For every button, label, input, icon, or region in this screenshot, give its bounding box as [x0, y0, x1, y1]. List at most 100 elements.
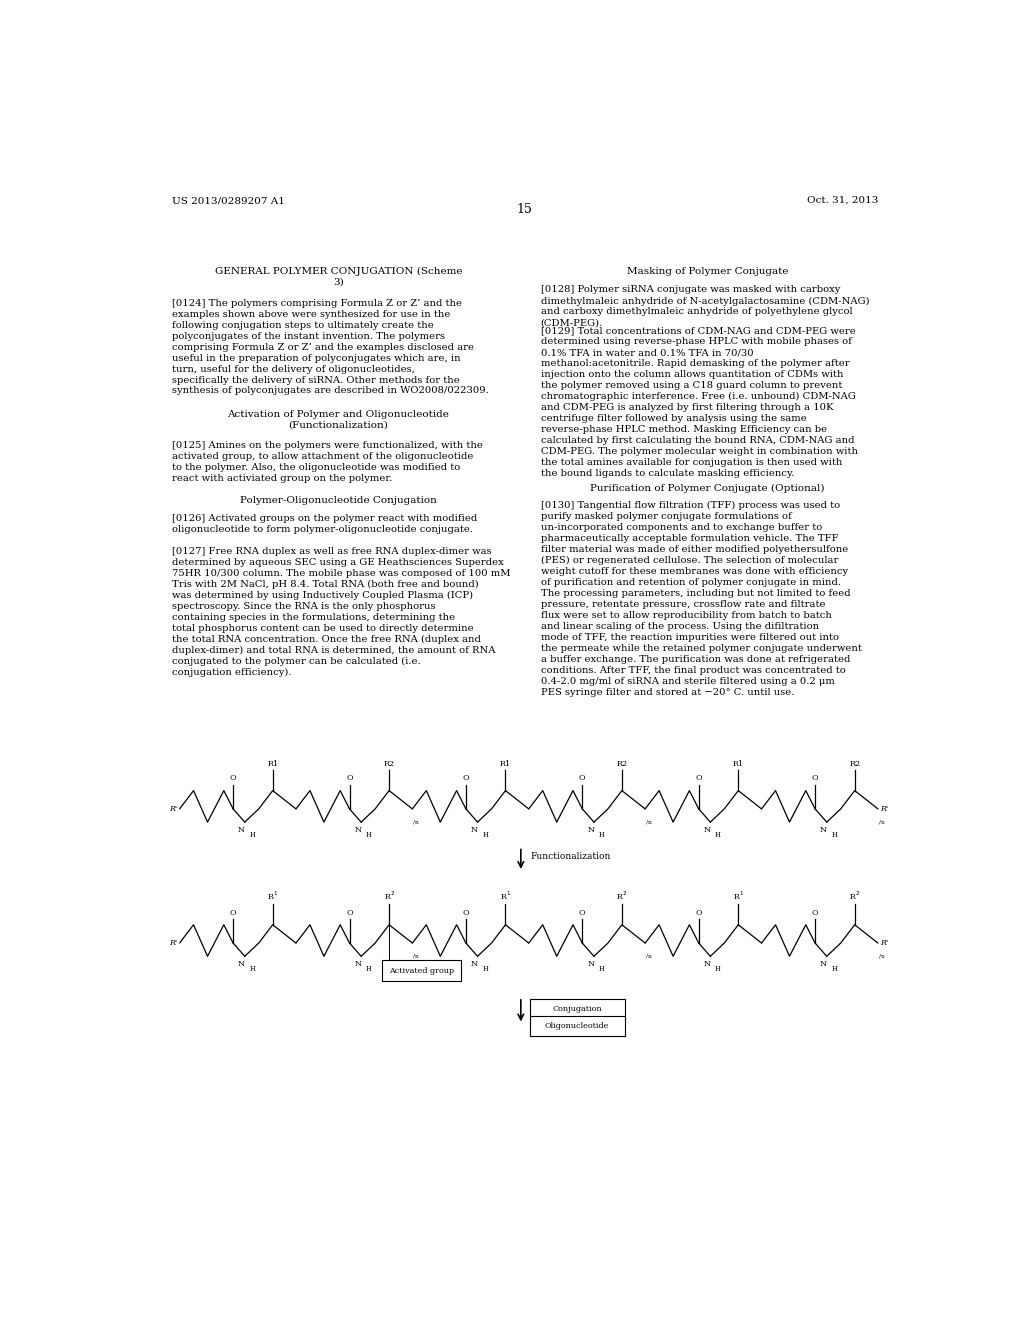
Text: R': R': [881, 805, 889, 813]
Text: R2: R2: [849, 760, 860, 768]
FancyBboxPatch shape: [382, 961, 461, 981]
Text: un-incorporated components and to exchange buffer to: un-incorporated components and to exchan…: [541, 523, 822, 532]
Text: N: N: [703, 826, 711, 834]
Text: N: N: [820, 826, 827, 834]
Text: and CDM-PEG is analyzed by first filtering through a 10K: and CDM-PEG is analyzed by first filteri…: [541, 403, 834, 412]
Text: centrifuge filter followed by analysis using the same: centrifuge filter followed by analysis u…: [541, 414, 807, 422]
Text: react with activiated group on the polymer.: react with activiated group on the polym…: [172, 474, 392, 483]
Text: O: O: [695, 775, 702, 783]
Text: O: O: [229, 908, 237, 916]
Text: (PES) or regenerated cellulose. The selection of molecular: (PES) or regenerated cellulose. The sele…: [541, 556, 838, 565]
Text: GENERAL POLYMER CONJUGATION (Scheme
3): GENERAL POLYMER CONJUGATION (Scheme 3): [215, 267, 462, 286]
Text: flux were set to allow reproducibility from batch to batch: flux were set to allow reproducibility f…: [541, 611, 831, 619]
Text: 75HR 10/300 column. The mobile phase was composed of 100 mM: 75HR 10/300 column. The mobile phase was…: [172, 569, 510, 578]
Text: R1: R1: [733, 760, 743, 768]
Text: and linear scaling of the process. Using the difiltration: and linear scaling of the process. Using…: [541, 622, 819, 631]
Text: of purification and retention of polymer conjugate in mind.: of purification and retention of polymer…: [541, 578, 841, 587]
Text: H: H: [366, 965, 372, 973]
Text: filter material was made of either modified polyethersulfone: filter material was made of either modif…: [541, 545, 848, 554]
Text: [0130] Tangential flow filtration (TFF) process was used to: [0130] Tangential flow filtration (TFF) …: [541, 500, 840, 510]
Text: Activated group: Activated group: [389, 966, 455, 974]
Text: turn, useful for the delivery of oligonucleotides,: turn, useful for the delivery of oligonu…: [172, 364, 415, 374]
Text: H: H: [599, 965, 604, 973]
Text: Masking of Polymer Conjugate: Masking of Polymer Conjugate: [627, 267, 788, 276]
Text: containing species in the formulations, determining the: containing species in the formulations, …: [172, 612, 455, 622]
Text: conjugated to the polymer can be calculated (i.e.: conjugated to the polymer can be calcula…: [172, 656, 420, 665]
Text: purify masked polymer conjugate formulations of: purify masked polymer conjugate formulat…: [541, 512, 792, 521]
Text: useful in the preparation of polyconjugates which are, in: useful in the preparation of polyconjuga…: [172, 354, 460, 363]
Text: H: H: [482, 965, 488, 973]
Text: pharmaceutically acceptable formulation vehicle. The TFF: pharmaceutically acceptable formulation …: [541, 533, 839, 543]
Text: examples shown above were synthesized for use in the: examples shown above were synthesized fo…: [172, 310, 450, 318]
Text: H: H: [715, 832, 721, 840]
Text: R$^2$: R$^2$: [384, 890, 394, 903]
Text: specifically the delivery of siRNA. Other methods for the: specifically the delivery of siRNA. Othe…: [172, 375, 460, 384]
Text: [0125] Amines on the polymers were functionalized, with the: [0125] Amines on the polymers were funct…: [172, 441, 482, 450]
Text: O: O: [463, 908, 469, 916]
Text: /n: /n: [879, 818, 885, 824]
Text: calculated by first calculating the bound RNA, CDM-NAG and: calculated by first calculating the boun…: [541, 436, 854, 445]
Text: comprising Formula Z or Z’ and the examples disclosed are: comprising Formula Z or Z’ and the examp…: [172, 343, 474, 351]
Text: CDM-PEG. The polymer molecular weight in combination with: CDM-PEG. The polymer molecular weight in…: [541, 447, 858, 455]
Text: O: O: [346, 775, 353, 783]
Text: /n: /n: [879, 953, 885, 958]
Text: 0.1% TFA in water and 0.1% TFA in 70/30: 0.1% TFA in water and 0.1% TFA in 70/30: [541, 348, 754, 358]
Text: Functionalization: Functionalization: [530, 853, 610, 861]
Text: /n: /n: [413, 818, 419, 824]
Text: Oct. 31, 2013: Oct. 31, 2013: [807, 195, 878, 205]
Text: Tris with 2M NaCl, pH 8.4. Total RNA (both free and bound): Tris with 2M NaCl, pH 8.4. Total RNA (bo…: [172, 579, 478, 589]
Text: H: H: [831, 965, 838, 973]
Text: methanol:acetonitrile. Rapid demasking of the polymer after: methanol:acetonitrile. Rapid demasking o…: [541, 359, 849, 368]
Text: /n: /n: [646, 818, 651, 824]
Text: N: N: [588, 826, 594, 834]
Text: chromatographic interference. Free (i.e. unbound) CDM-NAG: chromatographic interference. Free (i.e.…: [541, 392, 855, 401]
Text: a buffer exchange. The purification was done at refrigerated: a buffer exchange. The purification was …: [541, 655, 850, 664]
Text: R': R': [169, 939, 177, 946]
Text: pressure, retentate pressure, crossflow rate and filtrate: pressure, retentate pressure, crossflow …: [541, 599, 825, 609]
FancyBboxPatch shape: [529, 1016, 625, 1036]
Text: [0129] Total concentrations of CDM-NAG and CDM-PEG were: [0129] Total concentrations of CDM-NAG a…: [541, 326, 855, 335]
Text: H: H: [250, 832, 255, 840]
Text: oligonucleotide to form polymer-oligonucleotide conjugate.: oligonucleotide to form polymer-oligonuc…: [172, 525, 473, 535]
Text: N: N: [239, 826, 245, 834]
Text: /n: /n: [413, 953, 419, 958]
Text: N: N: [354, 826, 361, 834]
Text: O: O: [579, 908, 586, 916]
Text: reverse-phase HPLC method. Masking Efficiency can be: reverse-phase HPLC method. Masking Effic…: [541, 425, 826, 434]
Text: the polymer removed using a C18 guard column to prevent: the polymer removed using a C18 guard co…: [541, 381, 842, 389]
Text: R$^1$: R$^1$: [733, 890, 743, 903]
Text: weight cutoff for these membranes was done with efficiency: weight cutoff for these membranes was do…: [541, 566, 848, 576]
Text: H: H: [250, 965, 255, 973]
Text: R$^1$: R$^1$: [500, 890, 511, 903]
Text: R$^2$: R$^2$: [849, 890, 860, 903]
Text: [0126] Activated groups on the polymer react with modified: [0126] Activated groups on the polymer r…: [172, 515, 477, 523]
Text: O: O: [812, 908, 818, 916]
Text: H: H: [482, 832, 488, 840]
Text: the total amines available for conjugation is then used with: the total amines available for conjugati…: [541, 458, 842, 467]
Text: activated group, to allow attachment of the oligonucleotide: activated group, to allow attachment of …: [172, 451, 473, 461]
Text: (CDM-PEG).: (CDM-PEG).: [541, 318, 603, 327]
Text: Purification of Polymer Conjugate (Optional): Purification of Polymer Conjugate (Optio…: [590, 483, 824, 492]
Text: was determined by using Inductively Coupled Plasma (ICP): was determined by using Inductively Coup…: [172, 590, 473, 599]
Text: R1: R1: [267, 760, 279, 768]
Text: 0.4-2.0 mg/ml of siRNA and sterile filtered using a 0.2 μm: 0.4-2.0 mg/ml of siRNA and sterile filte…: [541, 677, 835, 685]
Text: R': R': [881, 939, 889, 946]
Text: Activation of Polymer and Oligonucleotide
(Functionalization): Activation of Polymer and Oligonucleotid…: [227, 411, 450, 430]
Text: H: H: [599, 832, 604, 840]
Text: H: H: [366, 832, 372, 840]
Text: the bound ligands to calculate masking efficiency.: the bound ligands to calculate masking e…: [541, 469, 794, 478]
Text: spectroscopy. Since the RNA is the only phosphorus: spectroscopy. Since the RNA is the only …: [172, 602, 435, 611]
Text: determined using reverse-phase HPLC with mobile phases of: determined using reverse-phase HPLC with…: [541, 337, 852, 346]
Text: synthesis of polyconjugates are described in WO2008/022309.: synthesis of polyconjugates are describe…: [172, 387, 488, 396]
Text: Polymer-Oligonucleotide Conjugation: Polymer-Oligonucleotide Conjugation: [240, 496, 437, 504]
Text: N: N: [588, 961, 594, 969]
Text: /n: /n: [646, 953, 651, 958]
Text: determined by aqueous SEC using a GE Heathsciences Superdex: determined by aqueous SEC using a GE Hea…: [172, 557, 504, 566]
Text: O: O: [812, 775, 818, 783]
Text: PES syringe filter and stored at −20° C. until use.: PES syringe filter and stored at −20° C.…: [541, 688, 794, 697]
Text: O: O: [463, 775, 469, 783]
Text: [0124] The polymers comprising Formula Z or Z’ and the: [0124] The polymers comprising Formula Z…: [172, 298, 462, 308]
Text: conjugation efficiency).: conjugation efficiency).: [172, 668, 291, 677]
Text: the total RNA concentration. Once the free RNA (duplex and: the total RNA concentration. Once the fr…: [172, 635, 480, 644]
Text: N: N: [239, 961, 245, 969]
